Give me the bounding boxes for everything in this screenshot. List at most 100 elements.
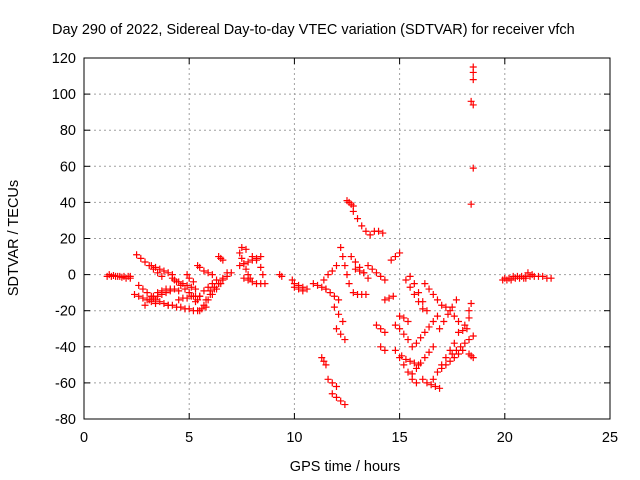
data-point xyxy=(341,336,349,344)
data-point xyxy=(368,265,376,273)
data-point xyxy=(278,272,286,280)
y-tick-label: 0 xyxy=(68,268,76,284)
data-point xyxy=(299,287,307,295)
y-tick-label: 40 xyxy=(60,195,76,211)
data-point xyxy=(375,227,383,235)
data-point xyxy=(135,292,143,300)
data-point xyxy=(452,296,460,304)
data-point xyxy=(391,253,399,261)
data-point xyxy=(158,272,166,280)
data-point xyxy=(465,314,473,322)
data-point xyxy=(240,274,248,282)
data-point xyxy=(459,346,467,354)
data-point xyxy=(133,251,141,259)
data-point xyxy=(455,350,463,358)
data-point xyxy=(196,263,204,271)
y-tick-labels: -80 -60 -40 -20 0 20 40 60 80 100 120 xyxy=(52,51,76,428)
data-point xyxy=(381,346,389,354)
data-point xyxy=(164,269,172,277)
data-point xyxy=(253,256,261,264)
data-point xyxy=(181,285,189,293)
data-point xyxy=(244,276,252,284)
data-point xyxy=(419,298,427,306)
data-point xyxy=(105,271,113,279)
x-tick-label: 20 xyxy=(497,430,513,446)
data-point xyxy=(406,272,414,280)
data-point xyxy=(427,381,435,389)
data-point xyxy=(330,303,338,311)
data-point xyxy=(440,318,448,326)
data-point xyxy=(391,346,399,354)
data-point xyxy=(183,271,191,279)
data-point xyxy=(154,292,162,300)
data-point xyxy=(261,280,269,288)
data-point xyxy=(410,359,418,367)
data-point xyxy=(459,327,467,335)
data-point xyxy=(452,346,460,354)
y-tick-label: 80 xyxy=(60,123,76,139)
data-point xyxy=(372,269,380,277)
data-point xyxy=(257,253,265,261)
data-point xyxy=(406,283,414,291)
data-point xyxy=(387,256,395,264)
x-tick-label: 10 xyxy=(286,430,302,446)
data-point xyxy=(170,285,178,293)
data-point xyxy=(137,254,145,262)
y-tick-label: 20 xyxy=(60,232,76,248)
data-point xyxy=(465,307,473,315)
data-point xyxy=(290,283,298,291)
data-point xyxy=(381,296,389,304)
data-point xyxy=(539,272,547,280)
data-point xyxy=(465,336,473,344)
data-point xyxy=(339,318,347,326)
data-point xyxy=(130,290,138,298)
data-point xyxy=(404,336,412,344)
data-point xyxy=(170,276,178,284)
data-point xyxy=(236,262,244,270)
data-point xyxy=(469,332,477,340)
data-point xyxy=(118,273,126,281)
data-point xyxy=(320,276,328,284)
data-point xyxy=(455,318,463,326)
x-tick-label: 5 xyxy=(185,430,193,446)
data-point xyxy=(187,283,195,291)
data-point xyxy=(455,328,463,336)
axis-ticks xyxy=(83,57,611,420)
data-point xyxy=(469,164,477,172)
data-point xyxy=(179,280,187,288)
data-point xyxy=(438,301,446,309)
data-point xyxy=(448,303,456,311)
data-point xyxy=(196,292,204,300)
data-point xyxy=(442,361,450,369)
data-point xyxy=(408,370,416,378)
data-point xyxy=(337,397,345,405)
data-point xyxy=(410,280,418,288)
data-point xyxy=(309,280,317,288)
data-point xyxy=(166,287,174,295)
data-point xyxy=(210,283,218,291)
data-point xyxy=(168,301,176,309)
data-point xyxy=(303,285,311,293)
data-point xyxy=(238,244,246,252)
data-point xyxy=(446,346,454,354)
data-point xyxy=(200,287,208,295)
data-point xyxy=(433,368,441,376)
data-point xyxy=(185,305,193,313)
y-tick-label: 100 xyxy=(52,87,76,103)
data-point xyxy=(347,253,355,261)
data-point xyxy=(192,298,200,306)
data-point xyxy=(362,290,370,298)
data-point xyxy=(189,278,197,286)
data-point xyxy=(442,354,450,362)
data-point xyxy=(196,307,204,315)
data-point xyxy=(391,321,399,329)
data-point xyxy=(202,296,210,304)
data-point xyxy=(175,278,183,286)
data-point xyxy=(400,361,408,369)
data-point xyxy=(109,272,117,280)
data-point xyxy=(126,274,134,282)
data-point xyxy=(547,274,555,282)
data-point xyxy=(257,263,265,271)
data-point xyxy=(467,299,475,307)
data-point xyxy=(244,258,252,266)
